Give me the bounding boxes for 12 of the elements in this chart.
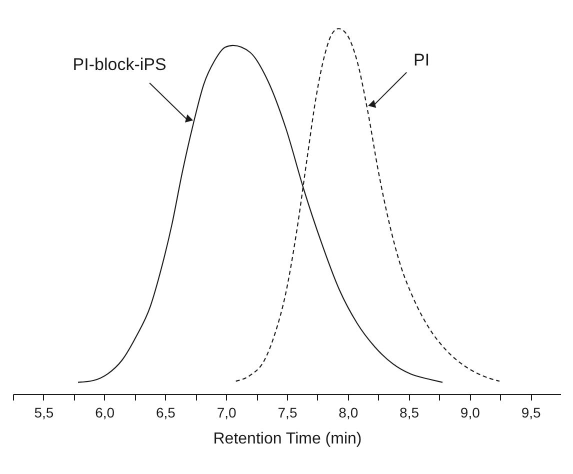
x-tick-label: 5,5: [34, 404, 54, 420]
annotation: PI: [414, 50, 430, 70]
x-tick-label: 8,5: [400, 404, 420, 420]
x-tick-label: 8,0: [338, 404, 358, 420]
x-tick-label: 9,5: [521, 404, 541, 420]
x-tick-label: 6,5: [156, 404, 176, 420]
annotation: PI-block-iPS: [72, 54, 166, 74]
x-tick-label: 7,0: [216, 404, 237, 420]
x-tick-label: 7,5: [278, 404, 298, 420]
x-tick-label: 9,0: [460, 404, 480, 420]
x-axis-title: Retention Time (min): [213, 430, 362, 448]
x-tick-label: 6,0: [95, 404, 115, 420]
